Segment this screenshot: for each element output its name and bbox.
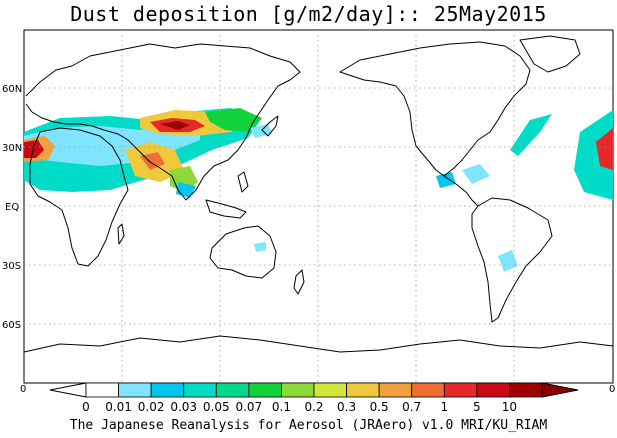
colorbar-segment	[443, 382, 478, 398]
dust-field	[24, 108, 613, 272]
colorbar-tick-label: 0.03	[170, 400, 197, 414]
dust-region-gobi	[205, 108, 262, 132]
colorbar-segment	[85, 382, 119, 398]
coast-australia	[209, 225, 277, 279]
coast-central-america	[443, 175, 479, 207]
colorbar-tick-label: 0.2	[304, 400, 323, 414]
dust-plume-mexico	[436, 172, 456, 188]
attribution-footer: The Japanese Reanalysis for Aerosol (JRA…	[69, 418, 548, 433]
colorbar-segment	[346, 382, 380, 398]
colorbar-tick-label: 1	[440, 400, 448, 414]
colorbar-tick-label: 0.7	[402, 400, 421, 414]
coast-africa	[29, 127, 129, 267]
colorbar-segment	[118, 382, 152, 398]
coast-japan	[261, 115, 279, 137]
colorbar-edge-right-label: 0	[609, 384, 615, 395]
colorbar-tick-label: 0.07	[235, 400, 262, 414]
coast-philippines	[237, 171, 249, 193]
coast-indonesia	[205, 199, 247, 219]
colorbar-tick-label: 0.3	[337, 400, 356, 414]
colorbar-segment	[476, 382, 510, 398]
lat-label-30s: 30S	[2, 261, 21, 272]
colorbar-arrow-left	[49, 382, 87, 398]
colorbar-segment	[411, 382, 445, 398]
lat-label-30n: 30N	[2, 143, 22, 154]
coast-south-america	[471, 197, 553, 323]
dust-plume-australia	[254, 242, 266, 252]
colorbar-segment	[281, 382, 315, 398]
colorbar-segment	[509, 382, 543, 398]
dust-core-west-africa	[24, 140, 44, 158]
colorbar-tick-label: 5	[473, 400, 481, 414]
colorbar-tick-label: 0.01	[105, 400, 132, 414]
colorbar-tick-label: 0.1	[272, 400, 291, 414]
dust-plume-caribbean	[462, 164, 490, 184]
colorbar-arrow-right	[541, 382, 579, 398]
colorbar-segment	[378, 382, 413, 398]
coast-madagascar	[117, 223, 125, 245]
colorbar-tick-label: 0.5	[370, 400, 389, 414]
coast-north-america	[339, 41, 531, 177]
lat-label-60n: 60N	[2, 84, 22, 95]
colorbar-segment	[150, 382, 185, 398]
map-grid	[24, 30, 613, 383]
coastlines	[23, 35, 614, 353]
dust-core-atlantic-east	[596, 128, 613, 170]
colorbar-segment	[248, 382, 282, 398]
colorbar-tick-label: 0.05	[203, 400, 230, 414]
colorbar-segment	[183, 382, 217, 398]
dust-plume-north-atlantic	[510, 114, 552, 156]
colorbar-edge-left-label: 0	[20, 384, 26, 395]
dust-core-arabia	[140, 152, 165, 170]
lat-label-60s: 60S	[2, 320, 21, 331]
colorbar-tick-labels: 0 0.01 0.02 0.03 0.05 0.07 0.1 0.2 0.3 0.5 0.7 1 5 10	[82, 400, 517, 414]
lat-label-eq: EQ	[5, 202, 19, 213]
coast-greenland	[519, 35, 581, 73]
dust-plume-patagonia	[498, 250, 518, 272]
colorbar-segment	[313, 382, 347, 398]
coast-new-zealand	[293, 269, 305, 295]
colorbar	[49, 382, 579, 398]
colorbar-segment	[215, 382, 250, 398]
coast-antarctica	[23, 335, 614, 353]
coast-eurasia	[25, 43, 301, 201]
dust-core-taklamakan-inner	[160, 121, 190, 130]
colorbar-tick-label: 10	[502, 400, 517, 414]
dust-plume-atlantic-east	[574, 110, 613, 200]
colorbar-tick-label: 0	[82, 400, 90, 414]
map-title: Dust deposition [g/m2/day]:: 25May2015	[70, 2, 547, 26]
colorbar-tick-label: 0.02	[138, 400, 165, 414]
